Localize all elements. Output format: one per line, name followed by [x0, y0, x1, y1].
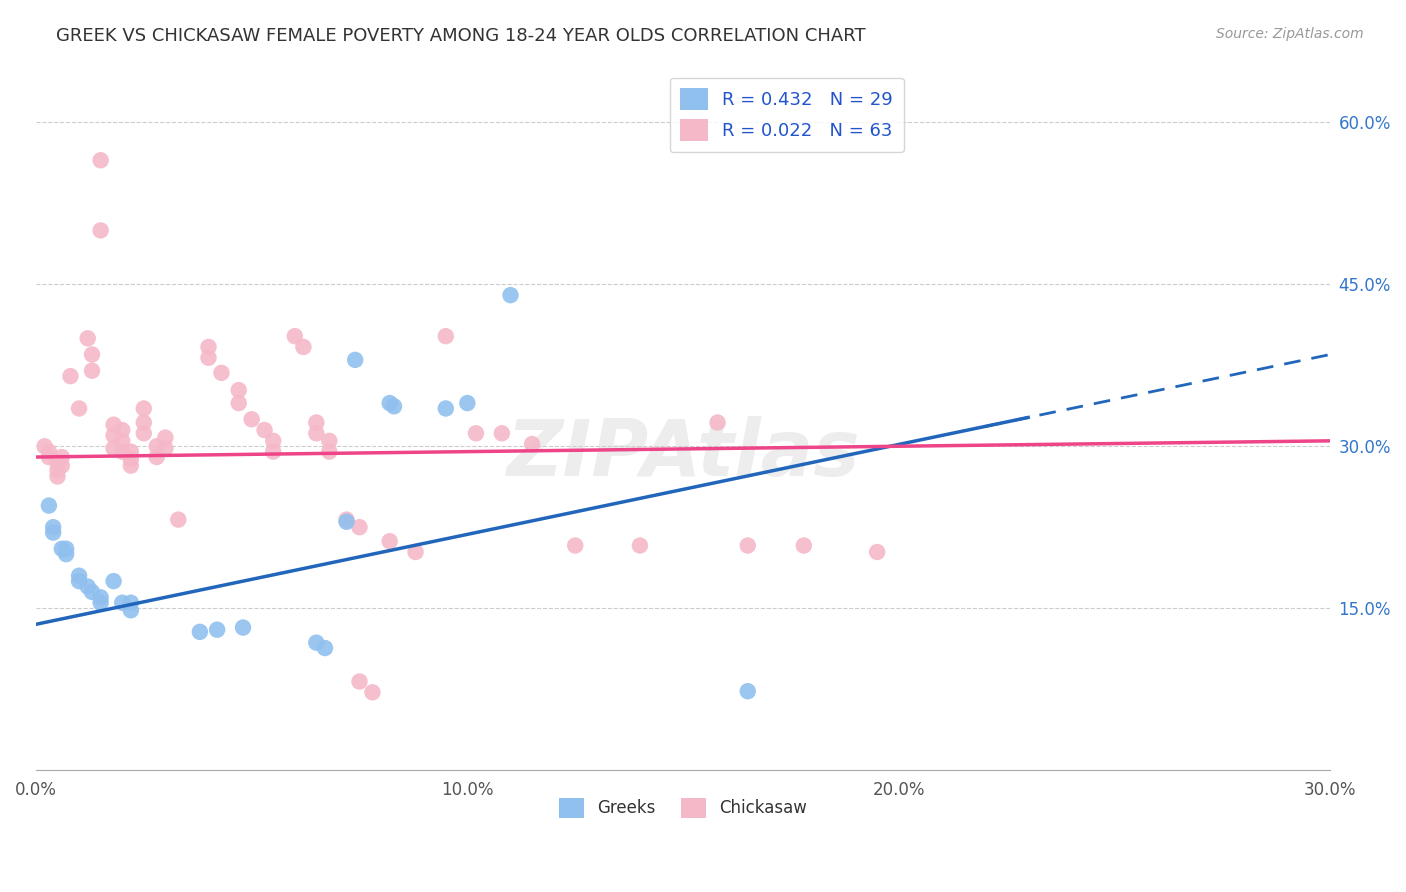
- Point: [51, 541, 73, 556]
- Point: [382, 400, 405, 414]
- Point: [111, 596, 134, 610]
- Point: [120, 596, 142, 610]
- Point: [197, 340, 219, 354]
- Point: [305, 426, 328, 441]
- Point: [132, 416, 155, 430]
- Point: [38, 499, 60, 513]
- Legend: Greeks, Chickasaw: Greeks, Chickasaw: [553, 791, 814, 825]
- Point: [737, 684, 759, 698]
- Point: [46, 455, 69, 469]
- Point: [240, 412, 263, 426]
- Point: [67, 574, 90, 589]
- Text: ZIPAtlas: ZIPAtlas: [506, 417, 860, 492]
- Point: [80, 364, 103, 378]
- Point: [262, 434, 284, 448]
- Point: [318, 434, 340, 448]
- Point: [46, 463, 69, 477]
- Point: [205, 623, 228, 637]
- Point: [361, 685, 384, 699]
- Point: [120, 458, 142, 473]
- Point: [491, 426, 513, 441]
- Point: [120, 452, 142, 467]
- Point: [59, 369, 82, 384]
- Point: [90, 223, 112, 237]
- Point: [132, 426, 155, 441]
- Point: [232, 621, 254, 635]
- Point: [111, 423, 134, 437]
- Point: [349, 674, 371, 689]
- Point: [253, 423, 276, 437]
- Point: [55, 547, 77, 561]
- Point: [120, 444, 142, 458]
- Point: [305, 416, 328, 430]
- Point: [284, 329, 307, 343]
- Point: [292, 340, 315, 354]
- Point: [111, 434, 134, 448]
- Point: [46, 469, 69, 483]
- Point: [120, 603, 142, 617]
- Point: [103, 574, 125, 589]
- Point: [706, 416, 728, 430]
- Point: [349, 520, 371, 534]
- Point: [76, 580, 98, 594]
- Point: [51, 458, 73, 473]
- Point: [76, 331, 98, 345]
- Point: [866, 545, 889, 559]
- Text: GREEK VS CHICKASAW FEMALE POVERTY AMONG 18-24 YEAR OLDS CORRELATION CHART: GREEK VS CHICKASAW FEMALE POVERTY AMONG …: [56, 27, 866, 45]
- Point: [90, 591, 112, 605]
- Point: [434, 401, 457, 416]
- Point: [335, 513, 357, 527]
- Point: [405, 545, 427, 559]
- Point: [51, 450, 73, 464]
- Point: [103, 428, 125, 442]
- Point: [737, 539, 759, 553]
- Point: [67, 568, 90, 582]
- Point: [318, 444, 340, 458]
- Point: [314, 641, 336, 656]
- Point: [111, 444, 134, 458]
- Point: [456, 396, 478, 410]
- Point: [628, 539, 651, 553]
- Point: [499, 288, 522, 302]
- Point: [465, 426, 488, 441]
- Point: [90, 153, 112, 168]
- Point: [155, 442, 177, 456]
- Point: [132, 401, 155, 416]
- Point: [167, 513, 190, 527]
- Point: [80, 347, 103, 361]
- Point: [197, 351, 219, 365]
- Point: [55, 541, 77, 556]
- Point: [145, 439, 167, 453]
- Point: [42, 525, 65, 540]
- Point: [67, 401, 90, 416]
- Point: [155, 431, 177, 445]
- Point: [228, 396, 250, 410]
- Point: [103, 442, 125, 456]
- Text: Source: ZipAtlas.com: Source: ZipAtlas.com: [1216, 27, 1364, 41]
- Point: [145, 450, 167, 464]
- Point: [188, 624, 211, 639]
- Point: [378, 534, 401, 549]
- Point: [335, 515, 357, 529]
- Point: [228, 383, 250, 397]
- Point: [103, 417, 125, 432]
- Point: [38, 450, 60, 464]
- Point: [793, 539, 815, 553]
- Point: [564, 539, 586, 553]
- Point: [262, 444, 284, 458]
- Point: [434, 329, 457, 343]
- Point: [209, 366, 232, 380]
- Point: [42, 520, 65, 534]
- Point: [305, 635, 328, 649]
- Point: [38, 444, 60, 458]
- Point: [80, 585, 103, 599]
- Point: [378, 396, 401, 410]
- Point: [344, 352, 367, 367]
- Point: [90, 596, 112, 610]
- Point: [520, 437, 543, 451]
- Point: [34, 439, 56, 453]
